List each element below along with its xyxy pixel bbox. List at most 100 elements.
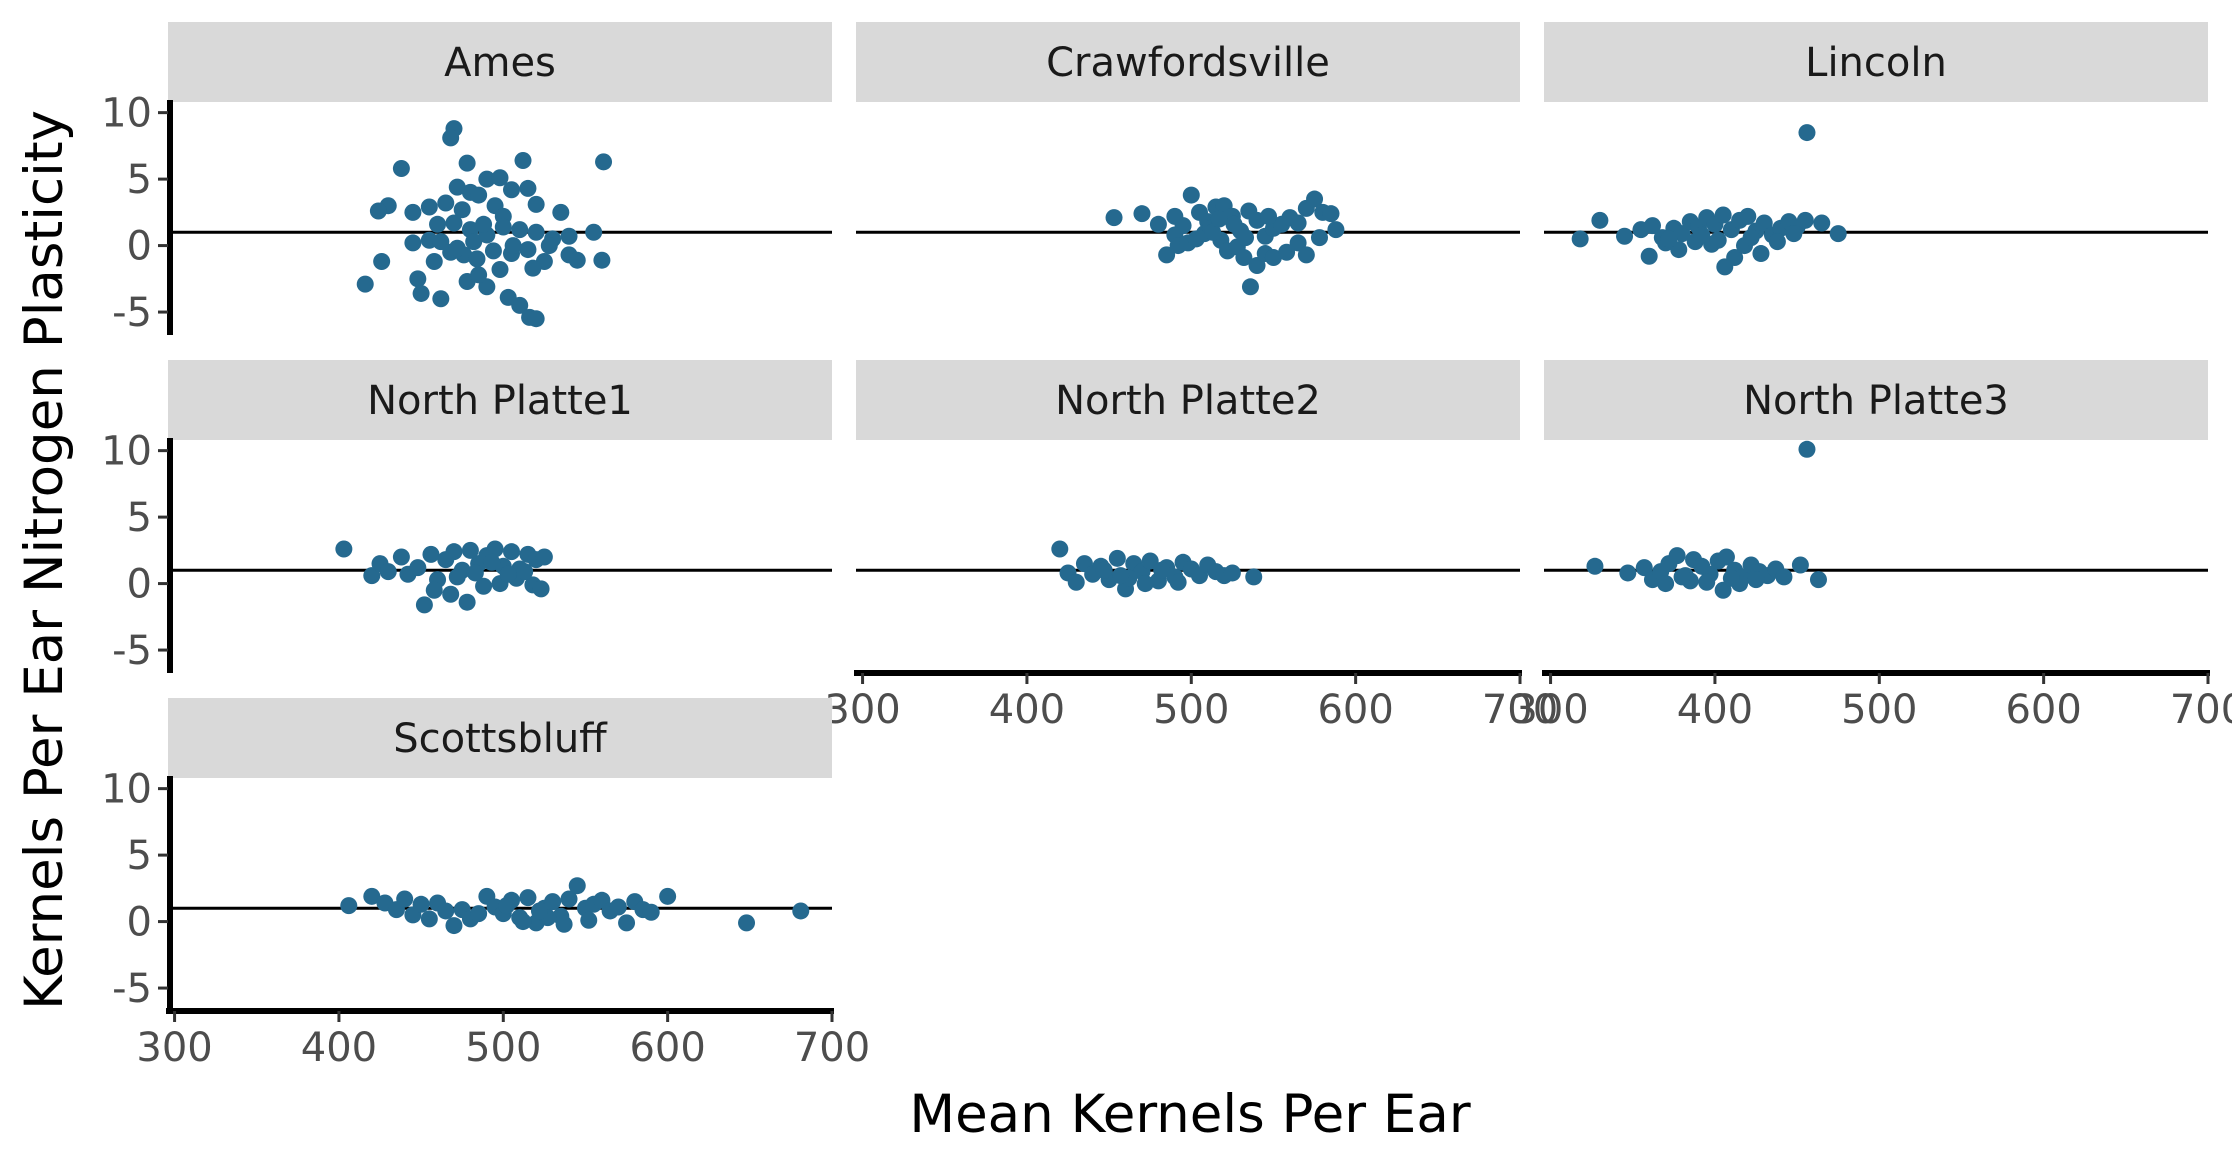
data-point-ames — [552, 203, 570, 221]
facet-strip-north-platte1 — [168, 360, 832, 440]
facet-crawfordsville: Crawfordsville — [856, 22, 1520, 296]
data-point-scottsbluff — [560, 890, 578, 908]
data-point-north-platte1 — [363, 567, 381, 585]
data-point-lincoln — [1591, 211, 1609, 229]
data-point-north-platte3 — [1698, 573, 1716, 591]
data-point-ames — [519, 241, 537, 259]
data-point-crawfordsville — [1264, 249, 1282, 267]
data-point-ames — [504, 237, 522, 255]
x-tick-label-north-platte3: 300 — [1512, 687, 1588, 733]
data-point-ames — [593, 251, 611, 269]
data-point-north-platte3 — [1798, 440, 1816, 458]
data-point-north-platte2 — [1141, 552, 1159, 570]
x-tick-label-scottsbluff: 400 — [301, 1025, 377, 1071]
data-point-north-platte3 — [1775, 568, 1793, 586]
data-point-crawfordsville — [1306, 190, 1324, 208]
data-point-ames — [527, 195, 545, 213]
data-point-north-platte3 — [1635, 559, 1653, 577]
data-point-north-platte1 — [499, 565, 517, 583]
y-tick-label-ames: 10 — [101, 91, 152, 137]
data-point-ames — [585, 223, 603, 241]
data-point-ames — [511, 296, 529, 314]
data-point-ames — [425, 253, 443, 271]
data-point-lincoln — [1660, 230, 1678, 248]
y-tick-label-ames: -5 — [112, 290, 152, 336]
data-point-scottsbluff — [659, 887, 677, 905]
facet-title-ames: Ames — [444, 40, 556, 86]
data-point-crawfordsville — [1237, 229, 1255, 247]
y-tick-label-ames: 0 — [127, 224, 152, 270]
data-point-lincoln — [1714, 206, 1732, 224]
data-point-ames — [540, 237, 558, 255]
x-tick-label-north-platte3: 400 — [1677, 687, 1753, 733]
data-point-ames — [470, 266, 488, 284]
data-point-ames — [392, 159, 410, 177]
data-point-crawfordsville — [1210, 210, 1228, 228]
data-point-ames — [478, 278, 496, 296]
x-tick-label-north-platte2: 300 — [824, 687, 900, 733]
data-point-ames — [448, 178, 466, 196]
y-tick-label-scottsbluff: 0 — [127, 900, 152, 946]
data-point-north-platte2 — [1153, 561, 1171, 579]
data-point-north-platte3 — [1619, 564, 1637, 582]
data-point-ames — [458, 154, 476, 172]
data-point-scottsbluff — [555, 915, 573, 933]
x-tick-label-north-platte3: 500 — [1841, 687, 1917, 733]
data-point-scottsbluff — [544, 893, 562, 911]
data-point-crawfordsville — [1289, 214, 1307, 232]
y-tick-label-ames: 5 — [127, 157, 152, 203]
y-tick-label-scottsbluff: -5 — [112, 966, 152, 1012]
data-point-ames — [465, 233, 483, 251]
y-tick-label-north-platte1: 0 — [127, 562, 152, 608]
x-axis-title: Mean Kernels Per Ear — [909, 1084, 1470, 1145]
x-tick-label-scottsbluff: 600 — [629, 1025, 705, 1071]
y-tick-label-north-platte1: 5 — [127, 495, 152, 541]
x-tick-label-scottsbluff: 300 — [136, 1025, 212, 1071]
data-point-scottsbluff — [792, 902, 810, 920]
x-tick-label-north-platte2: 400 — [989, 687, 1065, 733]
data-point-lincoln — [1739, 207, 1757, 225]
data-point-north-platte2 — [1245, 568, 1263, 586]
data-point-ames — [429, 215, 447, 233]
data-point-north-platte2 — [1169, 573, 1187, 591]
data-point-crawfordsville — [1327, 221, 1345, 239]
data-point-scottsbluff — [412, 895, 430, 913]
data-point-ames — [432, 290, 450, 308]
data-point-north-platte1 — [535, 548, 553, 566]
data-point-scottsbluff — [568, 877, 586, 895]
data-point-north-platte3 — [1722, 569, 1740, 587]
data-point-ames — [491, 169, 509, 187]
data-point-ames — [453, 201, 471, 219]
data-point-north-platte3 — [1747, 571, 1765, 589]
data-point-north-platte3 — [1657, 575, 1675, 593]
y-axis-title: Kernels Per Ear Nitrogen Plasticity — [14, 110, 75, 1010]
data-point-scottsbluff — [642, 903, 660, 921]
data-point-north-platte3 — [1586, 557, 1604, 575]
data-point-lincoln — [1796, 211, 1814, 229]
data-point-scottsbluff — [470, 905, 488, 923]
data-point-lincoln — [1643, 217, 1661, 235]
data-point-lincoln — [1616, 227, 1634, 245]
data-point-scottsbluff — [396, 890, 414, 908]
facet-scottsbluff: Scottsbluff -5 0 5 10 300 400 500 600 700 — [101, 698, 870, 1071]
data-point-scottsbluff — [498, 897, 516, 915]
data-point-crawfordsville — [1133, 205, 1151, 223]
data-point-scottsbluff — [580, 911, 598, 929]
data-point-scottsbluff — [340, 897, 358, 915]
data-point-lincoln — [1726, 249, 1744, 267]
facet-title-scottsbluff: Scottsbluff — [393, 716, 608, 762]
facet-title-crawfordsville: Crawfordsville — [1046, 40, 1330, 86]
data-point-north-platte2 — [1051, 540, 1069, 558]
data-point-ames — [404, 234, 422, 252]
data-point-lincoln — [1798, 124, 1816, 142]
data-point-north-platte3 — [1714, 581, 1732, 599]
data-point-ames — [595, 153, 613, 171]
data-point-crawfordsville — [1166, 207, 1184, 225]
data-point-crawfordsville — [1158, 246, 1176, 264]
data-point-lincoln — [1752, 245, 1770, 263]
data-point-north-platte2 — [1095, 561, 1113, 579]
data-point-scottsbluff — [609, 898, 627, 916]
data-point-north-platte3 — [1668, 547, 1686, 565]
data-point-ames — [511, 221, 529, 239]
facet-north-platte1: North Platte1 -5 0 5 10 — [101, 360, 832, 674]
